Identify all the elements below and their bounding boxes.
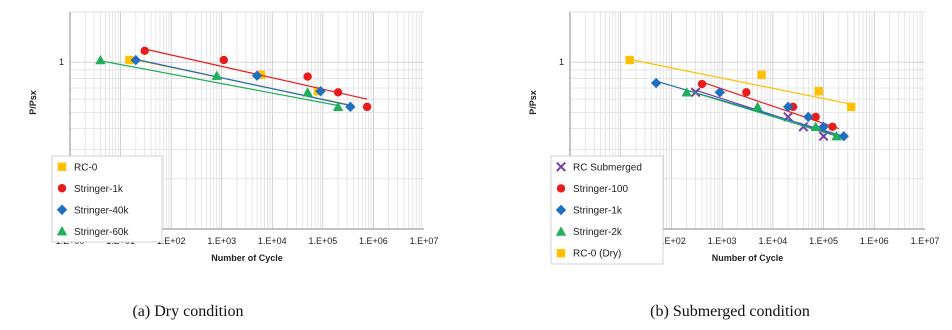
x-tick-label: 1.E+05 xyxy=(308,236,337,246)
trend-line xyxy=(100,60,339,107)
y-tick-label: 1 xyxy=(59,57,64,67)
data-point xyxy=(742,88,751,97)
data-point xyxy=(303,72,312,81)
legend-marker xyxy=(556,184,566,193)
chart-panel-1: 1.E+001.E+011.E+021.E+031.E+041.E+051.E+… xyxy=(28,11,439,320)
legend-marker xyxy=(57,162,67,171)
trend-line xyxy=(686,89,837,137)
data-point xyxy=(95,54,106,65)
data-point xyxy=(219,55,229,65)
series-rc-0-dry xyxy=(625,55,856,112)
legend-box xyxy=(550,155,664,265)
data-point xyxy=(362,102,372,112)
data-point xyxy=(345,101,356,113)
x-tick-label: 1.E+06 xyxy=(860,236,889,246)
data-point xyxy=(782,101,794,113)
x-tick-label: 1.E+07 xyxy=(410,236,439,246)
y-axis-label: P/Psx xyxy=(28,90,38,115)
legend-marker xyxy=(556,249,566,258)
figure-caption: (b) Submerged condition xyxy=(650,303,810,320)
legend-marker xyxy=(555,204,567,216)
legend-marker xyxy=(556,161,566,172)
data-point xyxy=(211,70,223,80)
data-point xyxy=(838,131,849,142)
x-axis-label: Number of Cycle xyxy=(211,253,283,263)
series-stringer-2k xyxy=(681,87,842,141)
legend-label: Stringer-2k xyxy=(573,227,623,238)
legend-marker xyxy=(57,184,67,193)
data-point xyxy=(831,131,842,141)
data-point xyxy=(752,101,763,112)
data-point xyxy=(681,87,692,97)
legend-label: RC Submerged xyxy=(573,162,642,173)
x-axis-label: Number of Cycle xyxy=(712,253,784,263)
x-tick-label: 1.E+04 xyxy=(758,236,787,246)
data-point xyxy=(302,87,313,97)
data-point xyxy=(828,122,837,131)
legend-label: Stringer-1k xyxy=(573,206,623,217)
data-point xyxy=(333,88,343,97)
x-tick-label: 1.E+07 xyxy=(911,236,940,246)
data-point xyxy=(783,111,794,122)
data-point xyxy=(714,87,726,98)
legend-label: RC-0 xyxy=(74,162,98,173)
legend-label: Stringer-40k xyxy=(74,205,129,216)
legend-label: Stringer-100 xyxy=(573,184,628,195)
legend-box xyxy=(51,155,163,243)
series-stringer-60k xyxy=(95,54,344,112)
legend-marker xyxy=(56,204,68,215)
legend: RC Submerged Stringer-100 Stringer-1k Strin… xyxy=(550,155,664,265)
legend-label: RC-0 (Dry) xyxy=(573,249,621,260)
x-tick-label: 1.E+03 xyxy=(207,236,236,246)
data-point xyxy=(332,101,344,112)
y-axis-label: P/Psx xyxy=(528,90,538,115)
legend-label: Stringer-1k xyxy=(74,184,124,195)
data-point xyxy=(697,79,707,89)
legend-label: Stringer-60k xyxy=(74,227,129,238)
legend-marker xyxy=(56,226,68,236)
series-stringer-40k xyxy=(130,54,356,113)
x-tick-label: 1.E+04 xyxy=(258,236,287,246)
x-tick-label: 1.E+02 xyxy=(657,236,686,246)
data-point xyxy=(811,112,820,122)
data-point xyxy=(140,46,149,56)
legend: RC-0 Stringer-1k Stringer-40k Stringer-60k xyxy=(51,155,163,243)
data-point xyxy=(803,111,814,123)
trend-line xyxy=(629,58,852,105)
chart-panel-2: 1.E+001.E+011.E+021.E+031.E+041.E+051.E+… xyxy=(528,11,940,320)
data-point xyxy=(814,87,823,96)
x-tick-label: 1.E+05 xyxy=(809,236,838,246)
data-point xyxy=(650,77,662,89)
data-point xyxy=(846,102,856,112)
x-tick-label: 1.E+02 xyxy=(157,236,186,246)
figure-caption: (a) Dry condition xyxy=(132,303,243,320)
data-point xyxy=(818,121,829,132)
data-point xyxy=(125,55,134,65)
x-tick-label: 1.E+06 xyxy=(359,236,388,246)
trend-line xyxy=(135,58,351,107)
y-tick-label: 1 xyxy=(559,57,564,67)
data-point xyxy=(625,55,634,65)
data-point xyxy=(810,121,821,131)
data-point xyxy=(757,70,766,80)
data-point xyxy=(251,70,263,81)
x-tick-label: 1.E+03 xyxy=(708,236,737,246)
data-point xyxy=(130,54,141,66)
data-point xyxy=(315,86,326,97)
legend-marker xyxy=(555,226,567,236)
